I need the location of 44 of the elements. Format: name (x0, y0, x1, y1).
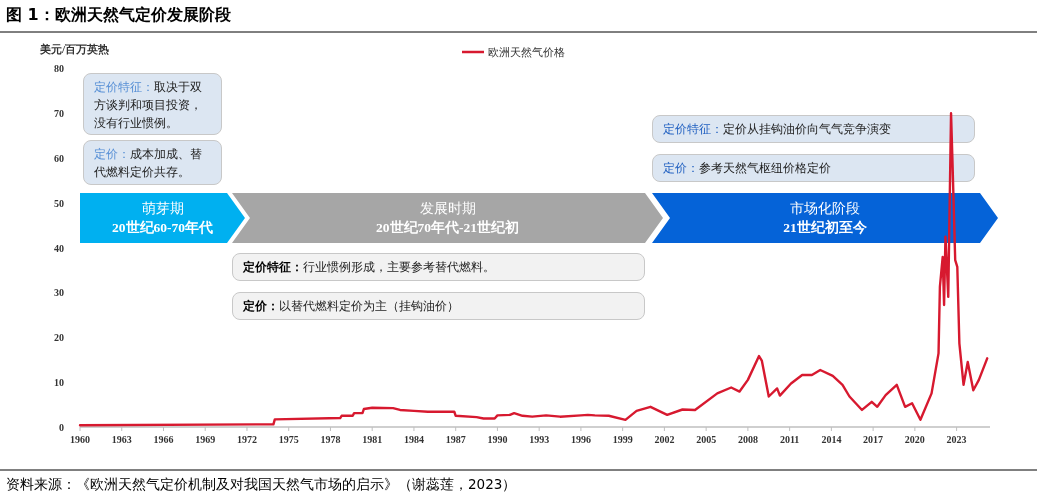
x-tick-label: 1990 (487, 434, 508, 445)
y-tick-label: 20 (54, 332, 64, 344)
picture-note-box: 定价特征：定价从挂钩油价向气气竞争演变 (652, 115, 975, 143)
chart-title: 图 1：欧洲天然气定价发展阶段 (6, 5, 231, 26)
annotation: 发展时期 20世纪70年代-21世纪初 (376, 201, 519, 235)
x-tick-label: 1981 (362, 434, 383, 445)
y-tick-label: 30 (54, 287, 64, 299)
picture-note-box: 定价特征：取决于双方谈判和项目投资，没有行业惯例。 (83, 73, 222, 135)
x-tick-label: 2014 (821, 434, 842, 445)
x-tick-label: 2023 (946, 434, 967, 445)
y-tick-label: 0 (59, 422, 64, 433)
x-tick-label: 1999 (612, 434, 633, 445)
legend-label: 欧洲天然气价格 (488, 46, 565, 58)
x-tick-label: 1996 (570, 434, 591, 445)
y-tick-label: 40 (54, 242, 64, 254)
x-tick-label: 1969 (195, 434, 216, 445)
x-tick-label: 2002 (654, 434, 675, 445)
y-axis-title: 美元/百万英热 (40, 42, 110, 57)
picture-note-box: 定价：参考天然气枢纽价格定价 (652, 154, 975, 182)
x-tick-label: 2017 (863, 434, 884, 445)
x-tick-label: 1987 (445, 434, 466, 445)
annotation: 市场化阶段 21世纪初至今 (783, 201, 868, 235)
picture-note-box: 定价：以替代燃料定价为主（挂钩油价） (232, 292, 645, 320)
y-tick-label: 50 (54, 197, 64, 209)
x-tick-label: 1984 (403, 434, 424, 445)
picture-note-box: 定价特征：行业惯例形成，主要参考替代燃料。 (232, 253, 645, 281)
x-tick-label: 2020 (904, 434, 925, 445)
y-tick-label: 80 (54, 63, 64, 74)
x-tick-label: 1972 (236, 434, 257, 445)
picture-note-box: 定价：成本加成、替代燃料定价共存。 (83, 140, 222, 185)
x-tick-label: 2011 (779, 434, 800, 445)
x-tick-label: 1960 (70, 434, 90, 445)
x-tick-label: 1993 (529, 434, 550, 445)
x-tick-label: 1963 (111, 434, 132, 445)
x-tick-label: 1978 (320, 434, 341, 445)
x-tick-label: 2008 (737, 434, 758, 445)
x-tick-label: 1966 (153, 434, 174, 445)
y-tick-label: 10 (54, 377, 64, 389)
y-tick-label: 70 (54, 107, 64, 119)
text: 资料来源：《欧洲天然气定价机制及对我国天然气市场的启示》（谢蕊莲，2023） (6, 476, 517, 494)
x-tick-label: 1975 (278, 434, 299, 445)
x-tick-label: 2005 (696, 434, 717, 445)
annotation: 萌芽期 20世纪60-70年代 (112, 201, 213, 235)
y-tick-label: 60 (54, 152, 64, 164)
